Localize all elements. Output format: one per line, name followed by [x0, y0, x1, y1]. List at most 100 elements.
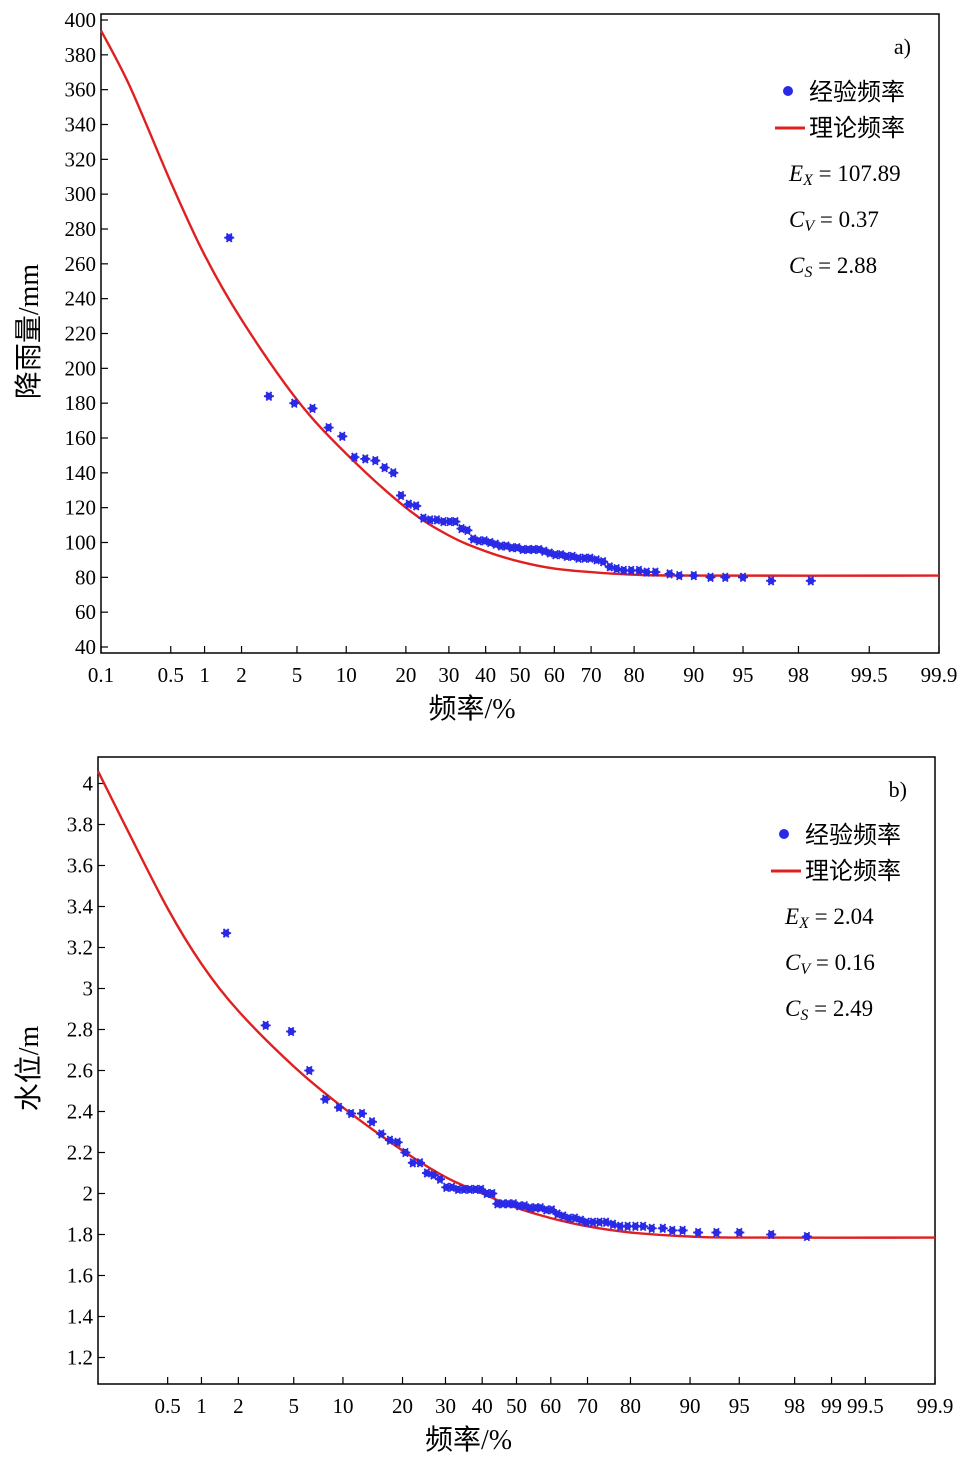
- x-tick-label: 99.9: [917, 1394, 954, 1418]
- y-tick-label: 320: [65, 147, 97, 171]
- empirical-point-ray: [632, 1221, 639, 1232]
- empirical-point-ray: [620, 565, 628, 576]
- y-tick-label: 140: [65, 461, 97, 485]
- empirical-point-ray: [378, 1129, 385, 1139]
- stat-annotation: CS = 2.88: [789, 253, 877, 281]
- empirical-point: [400, 1147, 411, 1158]
- empirical-point-ray: [306, 1065, 313, 1076]
- x-tick-label: 10: [332, 1394, 353, 1418]
- x-tick-label: 5: [292, 663, 303, 687]
- empirical-point-ray: [606, 562, 614, 572]
- empirical-point: [650, 567, 661, 577]
- y-tick-label: 3.2: [67, 936, 93, 960]
- empirical-point: [450, 516, 461, 527]
- empirical-point-ray: [460, 1184, 468, 1195]
- empirical-point: [618, 565, 629, 576]
- empirical-point: [693, 1227, 704, 1238]
- empirical-point: [428, 1170, 439, 1180]
- y-tick-label: 1.8: [67, 1223, 93, 1247]
- empirical-point-ray: [443, 1182, 450, 1193]
- empirical-point: [506, 542, 517, 553]
- x-tick-label: 98: [784, 1394, 805, 1418]
- y-tick-label: 3.8: [67, 813, 93, 837]
- empirical-point-ray: [446, 516, 453, 527]
- empirical-point-ray: [368, 1117, 376, 1127]
- legend-label-empirical: 经验频率: [809, 79, 905, 106]
- x-tick-label: 10: [336, 663, 357, 687]
- empirical-point-ray: [575, 553, 582, 563]
- empirical-point: [376, 1129, 387, 1139]
- x-tick-label: 95: [733, 663, 754, 687]
- y-tick-label: 3: [83, 977, 94, 1001]
- empirical-point-ray: [577, 1215, 585, 1225]
- empirical-point-ray: [519, 544, 526, 555]
- empirical-point: [360, 454, 371, 464]
- empirical-point-ray: [807, 576, 815, 586]
- empirical-point: [260, 1020, 271, 1031]
- empirical-point-ray: [322, 1094, 329, 1104]
- empirical-point-ray: [440, 516, 447, 527]
- empirical-point-ray: [339, 431, 346, 442]
- empirical-point-ray: [514, 542, 521, 553]
- x-tick-label: 40: [475, 663, 496, 687]
- empirical-point: [357, 1108, 367, 1119]
- y-tick-label: 400: [65, 8, 97, 32]
- empirical-point: [608, 1219, 618, 1230]
- theoretical-frequency-curve: [99, 29, 940, 577]
- empirical-point-ray: [554, 1209, 561, 1219]
- empirical-point-ray: [430, 1170, 437, 1180]
- y-tick-label: 360: [65, 78, 97, 102]
- empirical-point-ray: [466, 1184, 474, 1195]
- x-tick-label: 50: [506, 1394, 527, 1418]
- empirical-point: [334, 1102, 344, 1113]
- y-tick-label: 2.6: [67, 1059, 93, 1083]
- empirical-point-ray: [602, 1217, 610, 1227]
- x-tick-label: 2: [233, 1394, 244, 1418]
- x-tick-label: 50: [510, 663, 531, 687]
- empirical-point-ray: [508, 542, 516, 553]
- empirical-point: [638, 1221, 649, 1232]
- empirical-point: [224, 232, 235, 243]
- empirical-point-ray: [599, 556, 607, 567]
- empirical-point: [688, 570, 699, 581]
- stat-annotation: CS = 2.49: [785, 996, 873, 1024]
- x-tick-label: 99.9: [921, 663, 958, 687]
- x-tick-label: 80: [624, 663, 645, 687]
- x-tick-label: 1: [199, 663, 210, 687]
- empirical-point-ray: [499, 1199, 507, 1209]
- empirical-point-ray: [707, 572, 714, 583]
- y-tick-label: 120: [65, 496, 97, 520]
- empirical-point-ray: [552, 549, 559, 560]
- empirical-point-ray: [557, 549, 565, 560]
- empirical-point: [418, 513, 429, 523]
- empirical-point: [801, 1231, 812, 1242]
- y-axis-title: 水位/m: [13, 1026, 45, 1112]
- x-tick-label: 99: [821, 1394, 842, 1418]
- y-tick-label: 2.4: [67, 1100, 94, 1124]
- empirical-point-ray: [587, 553, 594, 563]
- y-tick-label: 180: [65, 391, 97, 415]
- empirical-point: [766, 576, 777, 586]
- y-tick-label: 340: [65, 113, 97, 137]
- y-tick-label: 300: [65, 182, 97, 206]
- empirical-point-ray: [454, 1184, 462, 1195]
- empirical-point-ray: [390, 468, 397, 478]
- y-tick-label: 380: [65, 43, 97, 67]
- empirical-point: [766, 1229, 777, 1240]
- empirical-point: [403, 499, 414, 509]
- empirical-point: [367, 1117, 377, 1127]
- x-tick-label: 60: [540, 1394, 561, 1418]
- empirical-point-ray: [613, 563, 620, 574]
- empirical-point-ray: [581, 553, 588, 563]
- empirical-point: [431, 515, 442, 525]
- x-tick-label: 30: [438, 663, 459, 687]
- empirical-point-ray: [530, 544, 537, 555]
- empirical-point: [564, 1213, 574, 1223]
- y-tick-label: 2.8: [67, 1018, 93, 1042]
- empirical-point-ray: [596, 1217, 603, 1227]
- y-tick-label: 260: [65, 252, 97, 276]
- y-axis-title: 降雨量/mm: [13, 264, 45, 400]
- chart-panel-a: 4060801001201401601802002202402602803003…: [13, 8, 957, 725]
- empirical-point-ray: [722, 572, 729, 583]
- empirical-point-ray: [347, 1108, 355, 1119]
